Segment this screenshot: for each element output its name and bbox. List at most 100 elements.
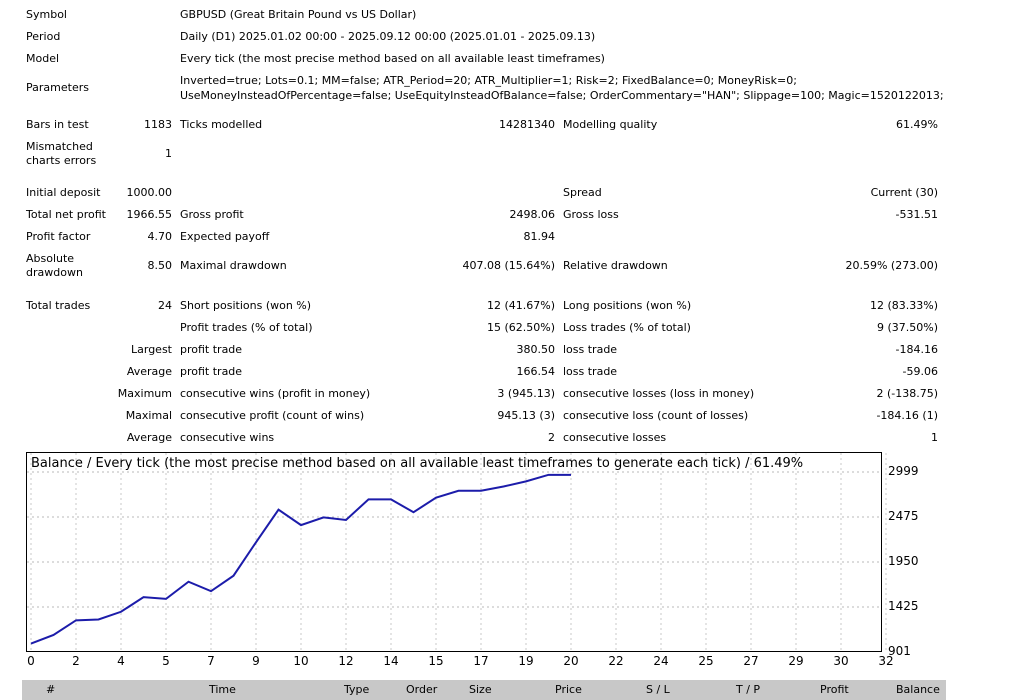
x-tick-label: 20 — [563, 654, 579, 668]
x-tick-label: 15 — [428, 654, 444, 668]
average-profit-trade-label: profit trade — [180, 365, 243, 378]
bars-value: 1183 — [144, 118, 172, 131]
deposit-value: 1000.00 — [126, 186, 173, 199]
long-positions-label: Long positions (won %) — [563, 299, 692, 312]
col-price-header[interactable]: Price — [555, 683, 582, 696]
expected-payoff-label: Expected payoff — [180, 230, 270, 243]
x-tick-label: 4 — [117, 654, 125, 668]
net-profit-value: 1966.55 — [126, 208, 173, 221]
max-consecutive-losses-label: consecutive losses (loss in money) — [563, 387, 755, 400]
trades-table-header — [22, 680, 946, 700]
average-label: Average — [126, 365, 172, 378]
max-consecutive-wins-label: consecutive wins (profit in money) — [180, 387, 371, 400]
short-positions-value: 12 (41.67%) — [486, 299, 555, 312]
deposit-label: Initial deposit — [26, 186, 101, 199]
x-tick-label: 14 — [383, 654, 399, 668]
col-number-header[interactable]: # — [46, 683, 56, 696]
spread-value: Current (30) — [870, 186, 938, 199]
x-tick-label: 22 — [608, 654, 624, 668]
largest-profit-trade-value: 380.50 — [516, 343, 556, 356]
col-time-header[interactable]: Time — [209, 683, 236, 696]
average-loss-trade-label: loss trade — [563, 365, 618, 378]
maximal-label: Maximal — [125, 409, 172, 422]
y-tick-label: 2475 — [888, 508, 919, 523]
x-tick-label: 0 — [27, 654, 35, 668]
symbol-label: Symbol — [26, 8, 67, 21]
loss-trades-value: 9 (37.50%) — [876, 321, 938, 334]
maximum-label: Maximum — [117, 387, 172, 400]
period-label: Period — [26, 30, 61, 43]
col-type-header[interactable]: Type — [344, 683, 370, 696]
ticks-label: Ticks modelled — [180, 118, 263, 131]
total-trades-label: Total trades — [26, 299, 91, 312]
gross-loss-value: -531.51 — [895, 208, 938, 221]
profit-trades-label: Profit trades (% of total) — [180, 321, 313, 334]
x-tick-label: 12 — [338, 654, 354, 668]
x-tick-label: 7 — [207, 654, 215, 668]
avg-consecutive-wins-value: 2 — [548, 431, 555, 444]
long-positions-value: 12 (83.33%) — [869, 299, 938, 312]
y-tick-label: 901 — [888, 644, 911, 658]
largest-loss-trade-value: -184.16 — [895, 343, 938, 356]
col-profit-header[interactable]: Profit — [820, 683, 849, 696]
relative-drawdown-label: Relative drawdown — [563, 259, 668, 272]
y-tick-label: 1425 — [888, 599, 919, 614]
x-tick-label: 5 — [162, 654, 170, 668]
avg-consecutive-losses-value: 1 — [931, 431, 938, 444]
col-balance-header[interactable]: Balance — [896, 683, 940, 696]
net-profit-label: Total net profit — [26, 208, 106, 221]
x-tick-label: 9 — [252, 654, 260, 668]
profit-factor-value: 4.70 — [147, 230, 173, 243]
bars-label: Bars in test — [26, 118, 89, 131]
maximal-consecutive-loss-label: consecutive loss (count of losses) — [563, 409, 749, 422]
maximal-drawdown-label: Maximal drawdown — [180, 259, 287, 272]
x-tick-label: 30 — [833, 654, 849, 668]
x-tick-label: 29 — [788, 654, 804, 668]
parameters-line-2: UseMoneyInsteadOfPercentage=false; UseEq… — [180, 89, 944, 102]
col-size-header[interactable]: Size — [469, 683, 492, 696]
max-consecutive-losses-value: 2 (-138.75) — [876, 387, 938, 400]
largest-loss-trade-label: loss trade — [563, 343, 618, 356]
gross-profit-value: 2498.06 — [509, 208, 556, 221]
avg-consecutive-wins-label: consecutive wins — [180, 431, 275, 444]
x-tick-label: 25 — [698, 654, 714, 668]
absolute-drawdown-label-1: Absolute — [26, 252, 75, 265]
x-tick-label: 24 — [653, 654, 669, 668]
x-tick-label: 10 — [293, 654, 309, 668]
average-consecutive-label: Average — [126, 431, 172, 444]
expected-payoff-value: 81.94 — [523, 230, 556, 243]
gross-loss-label: Gross loss — [563, 208, 619, 221]
x-tick-label: 2 — [72, 654, 80, 668]
average-profit-trade-value: 166.54 — [516, 365, 556, 378]
absolute-drawdown-value: 8.50 — [147, 259, 173, 272]
avg-consecutive-losses-label: consecutive losses — [563, 431, 667, 444]
loss-trades-label: Loss trades (% of total) — [563, 321, 691, 334]
profit-factor-label: Profit factor — [26, 230, 91, 243]
mismatch-value: 1 — [165, 147, 172, 160]
col-sl-header[interactable]: S / L — [646, 683, 670, 696]
mismatch-label-1: Mismatched — [26, 140, 93, 153]
max-consecutive-wins-value: 3 (945.13) — [497, 387, 555, 400]
quality-label: Modelling quality — [563, 118, 658, 131]
largest-profit-trade-label: profit trade — [180, 343, 243, 356]
absolute-drawdown-label-2: drawdown — [26, 266, 83, 279]
parameters-label: Parameters — [26, 81, 89, 94]
maximal-consecutive-profit-value: 945.13 (3) — [497, 409, 555, 422]
model-label: Model — [26, 52, 60, 65]
col-tp-header[interactable]: T / P — [736, 683, 761, 696]
average-loss-trade-value: -59.06 — [902, 365, 938, 378]
maximal-consecutive-profit-label: consecutive profit (count of wins) — [180, 409, 365, 422]
gross-profit-label: Gross profit — [180, 208, 244, 221]
x-tick-label: 27 — [743, 654, 759, 668]
maximal-consecutive-loss-value: -184.16 (1) — [876, 409, 938, 422]
period-value: Daily (D1) 2025.01.02 00:00 - 2025.09.12… — [180, 30, 596, 43]
y-tick-label: 1950 — [888, 554, 919, 568]
maximal-drawdown-value: 407.08 (15.64%) — [462, 259, 555, 272]
x-tick-label: 32 — [878, 654, 894, 668]
total-trades-value: 24 — [158, 299, 172, 312]
model-value: Every tick (the most precise method base… — [180, 52, 605, 65]
col-order-header[interactable]: Order — [406, 683, 438, 696]
profit-trades-value: 15 (62.50%) — [486, 321, 555, 334]
parameters-line-1: Inverted=true; Lots=0.1; MM=false; ATR_P… — [180, 74, 797, 87]
ticks-value: 14281340 — [499, 118, 555, 131]
